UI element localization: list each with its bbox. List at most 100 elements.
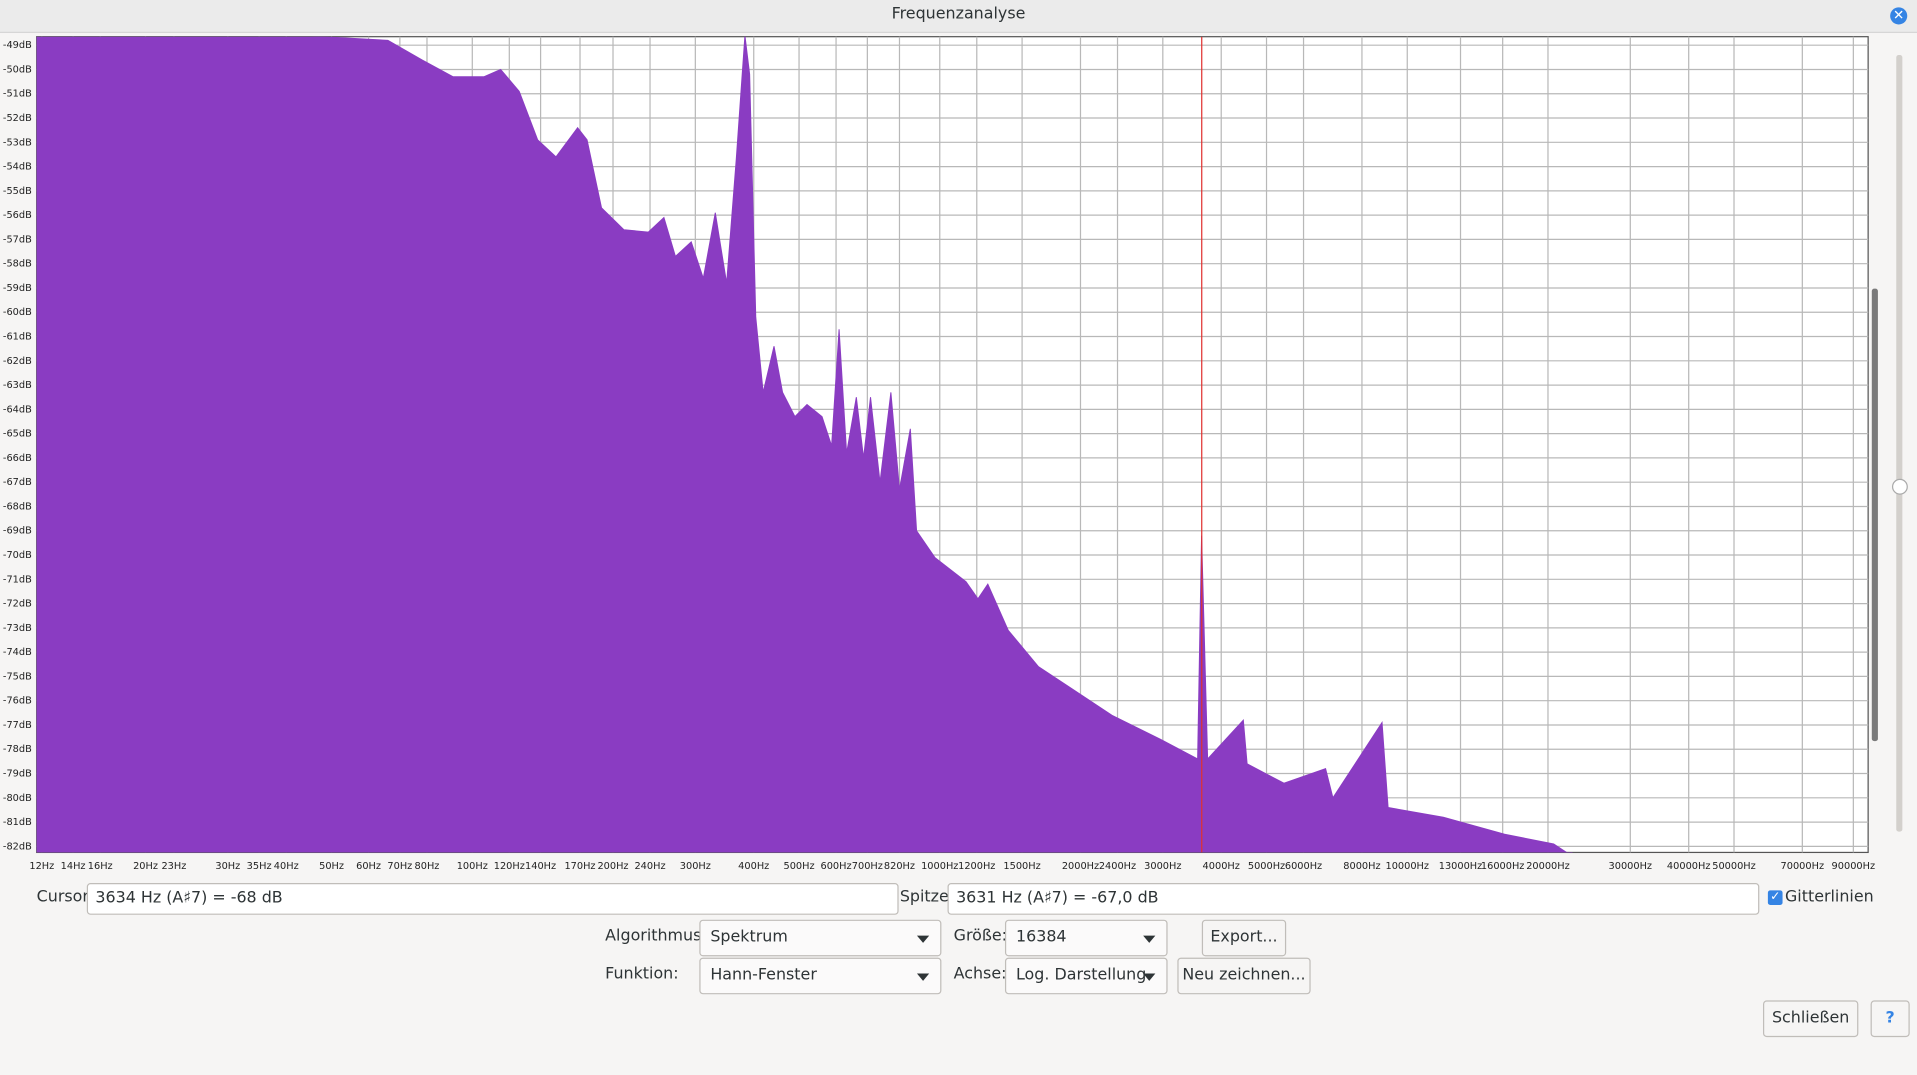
grid-checkbox[interactable]: ✓ — [1767, 890, 1783, 906]
x-tick-label: 60Hz — [356, 861, 381, 872]
y-tick-label: -74dB — [3, 647, 32, 658]
scrollbar[interactable] — [1871, 288, 1878, 742]
y-tick-label: -60dB — [3, 307, 32, 318]
x-tick-label: 1500Hz — [1003, 861, 1040, 872]
close-button[interactable]: Schließen — [1762, 1000, 1859, 1038]
x-tick-label: 600Hz — [821, 861, 852, 872]
x-tick-label: 40000Hz — [1667, 861, 1711, 872]
x-tick-label: 5000Hz — [1248, 861, 1285, 872]
x-tick-label: 20Hz — [133, 861, 158, 872]
x-tick-label: 10000Hz — [1385, 861, 1429, 872]
help-button[interactable]: ? — [1870, 1000, 1910, 1038]
cursor-field[interactable]: 3634 Hz (A♯7) = -68 dB — [86, 883, 899, 915]
y-tick-label: -52dB — [3, 113, 32, 124]
y-tick-label: -69dB — [3, 526, 32, 537]
y-tick-label: -71dB — [3, 574, 32, 585]
y-tick-label: -56dB — [3, 210, 32, 221]
x-tick-label: 14Hz — [61, 861, 86, 872]
x-tick-label: 40Hz — [274, 861, 299, 872]
y-tick-label: -55dB — [3, 186, 32, 197]
y-tick-label: -72dB — [3, 599, 32, 610]
y-tick-label: -68dB — [3, 501, 32, 512]
y-tick-label: -81dB — [3, 817, 32, 828]
x-tick-label: 120Hz — [494, 861, 525, 872]
y-tick-label: -58dB — [3, 259, 32, 270]
grid-checkbox-label[interactable]: Gitterlinien — [1784, 887, 1874, 907]
x-tick-label: 20000Hz — [1526, 861, 1570, 872]
axis-label: Achse: — [953, 964, 1007, 984]
x-tick-label: 13000Hz — [1439, 861, 1483, 872]
spectrum-area — [36, 36, 1573, 853]
x-tick-label: 3000Hz — [1144, 861, 1181, 872]
x-tick-label: 16Hz — [88, 861, 113, 872]
export-button[interactable]: Export... — [1201, 919, 1287, 957]
x-tick-label: 700Hz — [852, 861, 883, 872]
x-tick-label: 50000Hz — [1712, 861, 1756, 872]
y-tick-label: -82dB — [3, 841, 32, 852]
y-tick-label: -66dB — [3, 453, 32, 464]
zoom-handle[interactable] — [1891, 478, 1908, 495]
x-tick-label: 30000Hz — [1609, 861, 1653, 872]
x-tick-label: 6000Hz — [1285, 861, 1322, 872]
algorithm-select[interactable]: Spektrum — [699, 919, 942, 957]
window-title: Frequenzanalyse — [891, 4, 1026, 24]
peak-field[interactable]: 3631 Hz (A♯7) = -67,0 dB — [947, 883, 1760, 915]
y-tick-label: -79dB — [3, 769, 32, 780]
function-label: Funktion: — [605, 964, 679, 984]
y-tick-label: -73dB — [3, 623, 32, 634]
function-select[interactable]: Hann-Fenster — [699, 957, 942, 995]
y-tick-label: -75dB — [3, 671, 32, 682]
x-tick-label: 8000Hz — [1343, 861, 1380, 872]
cursor-label: Cursor: — [36, 887, 95, 907]
y-tick-label: -51dB — [3, 89, 32, 100]
y-tick-label: -80dB — [3, 793, 32, 804]
y-tick-label: -62dB — [3, 356, 32, 367]
y-tick-label: -65dB — [3, 429, 32, 440]
x-tick-label: 80Hz — [415, 861, 440, 872]
title-bar — [0, 0, 1917, 34]
y-tick-label: -63dB — [3, 380, 32, 391]
x-tick-label: 70000Hz — [1781, 861, 1825, 872]
peak-label: Spitze: — [899, 887, 955, 907]
y-tick-label: -64dB — [3, 404, 32, 415]
x-tick-label: 300Hz — [680, 861, 711, 872]
x-tick-label: 16000Hz — [1481, 861, 1525, 872]
redraw-button[interactable]: Neu zeichnen... — [1177, 957, 1311, 995]
y-tick-label: -61dB — [3, 332, 32, 343]
y-tick-label: -50dB — [3, 64, 32, 75]
y-tick-label: -49dB — [3, 40, 32, 51]
y-tick-label: -54dB — [3, 162, 32, 173]
x-tick-label: 50Hz — [319, 861, 344, 872]
x-tick-label: 170Hz — [564, 861, 595, 872]
x-tick-label: 1200Hz — [958, 861, 995, 872]
x-tick-label: 200Hz — [597, 861, 628, 872]
y-tick-label: -67dB — [3, 477, 32, 488]
x-tick-label: 70Hz — [387, 861, 412, 872]
x-tick-label: 35Hz — [247, 861, 272, 872]
axis-select[interactable]: Log. Darstellung — [1004, 957, 1168, 995]
spectrum-chart: -49dB -50dB -51dB -52dB -53dB -54dB -55dB -56dB… — [3, 36, 1908, 872]
close-icon[interactable]: ✕ — [1890, 7, 1908, 25]
x-tick-label: 1000Hz — [921, 861, 958, 872]
y-tick-label: -70dB — [3, 550, 32, 561]
x-tick-label: 100Hz — [457, 861, 488, 872]
y-tick-label: -77dB — [3, 720, 32, 731]
x-tick-label: 2000Hz — [1062, 861, 1099, 872]
y-tick-label: -53dB — [3, 137, 32, 148]
size-label: Größe: — [953, 927, 1008, 946]
y-tick-label: -59dB — [3, 283, 32, 294]
x-tick-label: 30Hz — [215, 861, 240, 872]
x-tick-label: 90000Hz — [1832, 861, 1876, 872]
x-tick-label: 820Hz — [884, 861, 915, 872]
x-tick-label: 4000Hz — [1203, 861, 1240, 872]
y-tick-label: -78dB — [3, 744, 32, 755]
size-select[interactable]: 16384 — [1004, 919, 1168, 957]
zoom-slider[interactable] — [1896, 55, 1903, 832]
x-tick-label: 2400Hz — [1099, 861, 1136, 872]
y-tick-label: -76dB — [3, 696, 32, 707]
x-tick-label: 240Hz — [634, 861, 665, 872]
x-tick-label: 400Hz — [738, 861, 769, 872]
x-tick-label: 140Hz — [525, 861, 556, 872]
y-tick-label: -57dB — [3, 234, 32, 245]
x-tick-label: 23Hz — [161, 861, 186, 872]
